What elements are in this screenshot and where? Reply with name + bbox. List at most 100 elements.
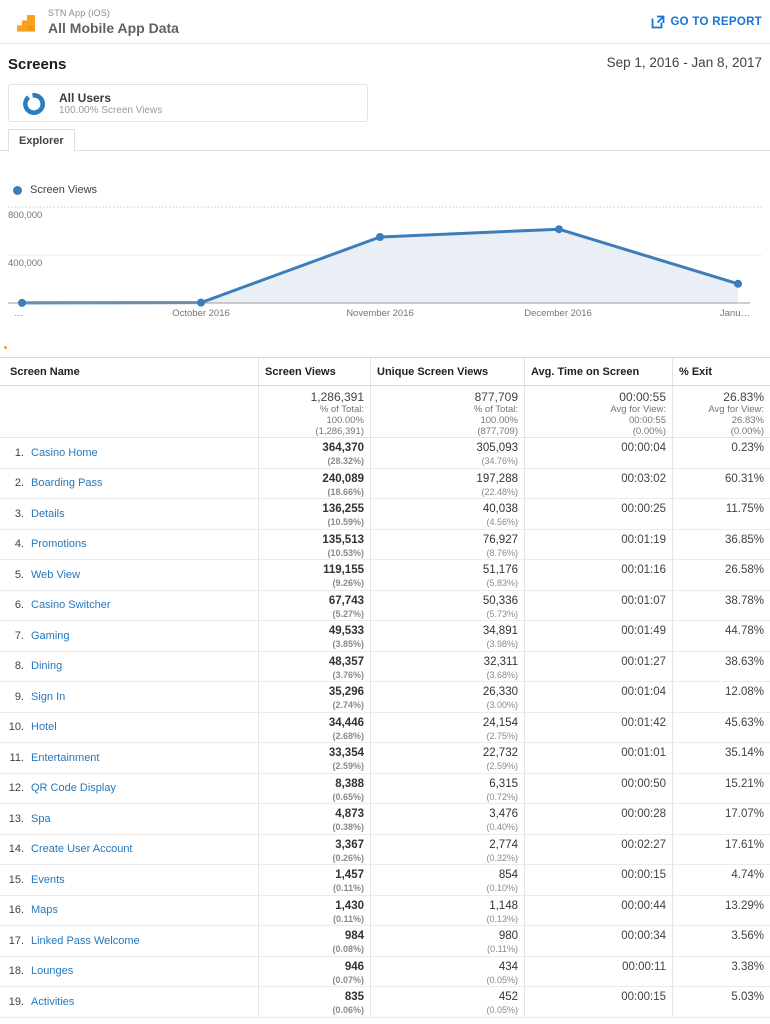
screen-views-value: 364,370 [322, 442, 364, 454]
exit-percent-cell: 13.29% [672, 895, 770, 925]
column-header-avg-time-on-screen[interactable]: Avg. Time on Screen [524, 358, 672, 385]
exit-percent-value: 26.58% [724, 564, 764, 576]
exit-percent-cell: 17.07% [672, 804, 770, 834]
screen-views-cell: 984 (0.08%) [258, 926, 370, 956]
screen-name-link[interactable]: Hotel [31, 721, 57, 734]
unique-screen-views-cell: 22,732 (2.59%) [370, 743, 524, 773]
unique-screen-views-percent: (3.00%) [486, 700, 518, 710]
screen-name-link[interactable]: Entertainment [31, 751, 100, 764]
screen-name-cell: 9. Sign In [0, 682, 258, 712]
screen-name-link[interactable]: Dining [31, 660, 63, 673]
screen-name-link[interactable]: Web View [31, 568, 81, 581]
screen-views-value: 984 [344, 930, 364, 942]
svg-text:400,000: 400,000 [8, 258, 42, 269]
unique-screen-views-percent: (2.59%) [486, 761, 518, 771]
table-row: 7. Gaming 49,533 (3.85%) 34,891 (3.98%) 00:01:… [0, 621, 770, 652]
unique-screen-views-cell: 3,476 (0.40%) [370, 804, 524, 834]
screen-name-link[interactable]: Lounges [31, 965, 74, 978]
exit-percent-cell: 11.75% [672, 499, 770, 529]
row-rank: 4. [14, 538, 24, 551]
tab-explorer[interactable]: Explorer [8, 129, 75, 152]
avg-time-value: 00:00:28 [621, 808, 666, 820]
app-titles: STN App (iOS) All Mobile App Data [48, 8, 179, 36]
exit-percent-cell: 26.58% [672, 560, 770, 590]
table-row: 6. Casino Switcher 67,743 (5.27%) 50,336 (5.7… [0, 590, 770, 621]
unique-screen-views-cell: 40,038 (4.56%) [370, 499, 524, 529]
column-header-screen-views[interactable]: Screen Views [258, 358, 370, 385]
screen-name-cell: 19. Activities [0, 987, 258, 1017]
tab-bar: Explorer [0, 129, 770, 152]
avg-time-cell: 00:01:07 [524, 590, 672, 620]
avg-time-cell: 00:00:11 [524, 956, 672, 986]
exit-percent-cell: 38.63% [672, 651, 770, 681]
unique-screen-views-cell: 51,176 (5.83%) [370, 560, 524, 590]
screen-views-cell: 33,354 (2.59%) [258, 743, 370, 773]
row-rank: 3. [14, 507, 24, 520]
avg-time-cell: 00:03:02 [524, 468, 672, 498]
avg-time-value: 00:01:49 [621, 625, 666, 637]
screen-views-cell: 67,743 (5.27%) [258, 590, 370, 620]
screen-name-link[interactable]: Events [31, 873, 65, 886]
screen-views-cell: 136,255 (10.59%) [258, 499, 370, 529]
screen-views-value: 48,357 [328, 655, 364, 668]
screen-name-link[interactable]: QR Code Display [31, 782, 116, 795]
unique-screen-views-value: 980 [498, 930, 518, 942]
screen-views-value: 835 [344, 991, 364, 1003]
screen-views-cell: 364,370 (28.32%) [258, 438, 370, 468]
totals-line: 100.00% [480, 415, 518, 426]
exit-percent-cell: 0.23% [672, 438, 770, 468]
screen-name-link[interactable]: Casino Home [31, 446, 98, 459]
screen-name-link[interactable]: Sign In [31, 690, 66, 703]
screen-name-link[interactable]: Linked Pass Welcome [31, 934, 140, 947]
screen-views-cell: 835 (0.06%) [258, 987, 370, 1017]
screen-name-link[interactable]: Casino Switcher [31, 599, 111, 612]
segment-donut-icon [23, 93, 45, 115]
screen-name-link[interactable]: Promotions [31, 538, 87, 551]
unique-screen-views-value: 24,154 [482, 716, 518, 729]
unique-screen-views-cell: 197,288 (22.48%) [370, 468, 524, 498]
segment-all-users[interactable]: All Users 100.00% Screen Views [8, 84, 368, 122]
column-header-unique-screen-views[interactable]: Unique Screen Views [370, 358, 524, 385]
screen-views-cell: 49,533 (3.85%) [258, 621, 370, 651]
avg-time-value: 00:00:34 [621, 930, 666, 942]
column-header-screen-name[interactable]: Screen Name [10, 365, 80, 378]
row-rank: 6. [14, 599, 24, 612]
svg-text:November 2016: November 2016 [346, 308, 414, 319]
svg-text:Janu…: Janu… [720, 308, 750, 319]
totals-line: 26.83% [723, 390, 764, 404]
screen-name-link[interactable]: Activities [31, 995, 75, 1008]
unique-screen-views-cell: 854 (0.10%) [370, 865, 524, 895]
table-row: 11. Entertainment 33,354 (2.59%) 22,732 (2.59… [0, 743, 770, 774]
view-title: All Mobile App Data [48, 20, 179, 36]
unique-screen-views-percent: (34.76%) [481, 456, 518, 466]
screen-name-link[interactable]: Boarding Pass [31, 477, 103, 490]
screen-name-link[interactable]: Maps [31, 904, 58, 917]
screen-name-cell: 5. Web View [0, 560, 258, 590]
row-rank: 5. [14, 568, 24, 581]
screen-name-link[interactable]: Details [31, 507, 65, 520]
table-header-row: Screen Name Screen Views Unique Screen Vie… [0, 357, 770, 386]
screen-name-cell: 1. Casino Home [0, 438, 258, 468]
screen-name-link[interactable]: Spa [31, 812, 51, 825]
exit-percent-value: 60.31% [724, 472, 764, 485]
unique-screen-views-cell: 2,774 (0.32%) [370, 834, 524, 864]
go-to-report-link[interactable]: GO TO REPORT [651, 15, 762, 29]
exit-percent-value: 11.75% [725, 503, 764, 515]
exit-percent-value: 17.07% [724, 808, 764, 820]
exit-percent-cell: 60.31% [672, 468, 770, 498]
screen-name-link[interactable]: Create User Account [31, 843, 133, 856]
column-header--exit[interactable]: % Exit [672, 358, 770, 385]
row-rank: 17. [8, 934, 24, 947]
screen-name-link[interactable]: Gaming [31, 629, 70, 642]
screen-views-percent: (9.26%) [332, 578, 364, 588]
unique-screen-views-value: 40,038 [482, 503, 518, 515]
screen-views-percent: (3.76%) [332, 669, 364, 680]
row-rank: 14. [8, 843, 24, 856]
go-to-report-label: GO TO REPORT [670, 16, 762, 28]
totals-line: 1,286,391 [310, 390, 364, 404]
row-rank: 15. [8, 873, 24, 886]
unique-screen-views-percent: (0.05%) [486, 1005, 518, 1015]
screen-name-cell: 15. Events [0, 865, 258, 895]
totals-line: 26.83% [731, 415, 764, 426]
avg-time-value: 00:01:42 [621, 716, 666, 729]
